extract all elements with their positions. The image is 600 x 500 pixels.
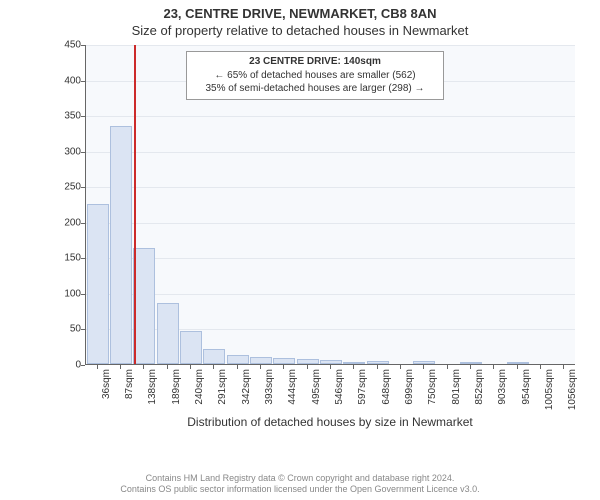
y-tick-label: 250 <box>51 182 81 193</box>
histogram-bar <box>460 362 482 364</box>
x-tick-mark <box>493 365 494 369</box>
x-tick-label: 852sqm <box>474 369 485 405</box>
x-tick-label: 699sqm <box>404 369 415 405</box>
y-tick-mark <box>81 365 85 366</box>
histogram-bar <box>203 349 225 364</box>
histogram-bar <box>227 355 249 364</box>
histogram-bar <box>343 362 365 364</box>
histogram-bar <box>180 331 202 364</box>
y-tick-label: 350 <box>51 111 81 122</box>
annotation-line-smaller: ← 65% of detached houses are smaller (56… <box>193 69 437 83</box>
y-tick-label: 150 <box>51 253 81 264</box>
y-tick-label: 200 <box>51 217 81 228</box>
histogram-bar <box>367 361 389 364</box>
histogram-bar <box>273 358 295 364</box>
footer-line2: Contains OS public sector information li… <box>0 484 600 496</box>
page-title-line2: Size of property relative to detached ho… <box>0 23 600 38</box>
plot-area: 23 CENTRE DRIVE: 140sqm← 65% of detached… <box>85 45 575 365</box>
histogram-bar <box>507 362 529 364</box>
x-tick-label: 597sqm <box>357 369 368 405</box>
x-tick-mark <box>423 365 424 369</box>
x-tick-mark <box>237 365 238 369</box>
y-tick-label: 0 <box>51 360 81 371</box>
x-tick-label: 954sqm <box>521 369 532 405</box>
x-tick-mark <box>260 365 261 369</box>
histogram-bar <box>320 360 342 364</box>
gridline <box>86 294 575 295</box>
annotation-box: 23 CENTRE DRIVE: 140sqm← 65% of detached… <box>186 51 444 100</box>
gridline <box>86 223 575 224</box>
x-tick-label: 1056sqm <box>567 369 578 410</box>
y-tick-label: 100 <box>51 288 81 299</box>
x-tick-label: 546sqm <box>334 369 345 405</box>
chart-container: Number of detached properties 0501001502… <box>55 45 575 405</box>
x-tick-mark <box>540 365 541 369</box>
x-tick-mark <box>307 365 308 369</box>
x-tick-label: 393sqm <box>264 369 275 405</box>
x-tick-label: 750sqm <box>427 369 438 405</box>
x-tick-label: 495sqm <box>311 369 322 405</box>
x-tick-label: 240sqm <box>194 369 205 405</box>
gridline <box>86 152 575 153</box>
x-tick-label: 1005sqm <box>544 369 555 410</box>
histogram-bar <box>297 359 319 364</box>
x-tick-label: 342sqm <box>241 369 252 405</box>
footer-line1: Contains HM Land Registry data © Crown c… <box>0 473 600 485</box>
histogram-bar <box>87 204 109 364</box>
gridline <box>86 45 575 46</box>
x-tick-mark <box>517 365 518 369</box>
x-tick-label: 138sqm <box>147 369 158 405</box>
x-tick-mark <box>97 365 98 369</box>
x-tick-label: 903sqm <box>497 369 508 405</box>
x-tick-label: 801sqm <box>451 369 462 405</box>
x-tick-label: 291sqm <box>217 369 228 405</box>
page-title-line1: 23, CENTRE DRIVE, NEWMARKET, CB8 8AN <box>0 6 600 21</box>
x-tick-mark <box>283 365 284 369</box>
x-axis-label: Distribution of detached houses by size … <box>85 415 575 429</box>
histogram-bar <box>110 126 132 364</box>
y-tick-label: 400 <box>51 75 81 86</box>
histogram-bar <box>133 248 155 364</box>
x-tick-mark <box>353 365 354 369</box>
y-tick-label: 450 <box>51 40 81 51</box>
annotation-line-larger: 35% of semi-detached houses are larger (… <box>193 82 437 96</box>
x-tick-label: 444sqm <box>287 369 298 405</box>
x-tick-mark <box>143 365 144 369</box>
y-tick-label: 300 <box>51 146 81 157</box>
x-tick-mark <box>120 365 121 369</box>
gridline <box>86 116 575 117</box>
x-tick-mark <box>377 365 378 369</box>
x-tick-mark <box>167 365 168 369</box>
annotation-title: 23 CENTRE DRIVE: 140sqm <box>193 55 437 69</box>
x-tick-mark <box>330 365 331 369</box>
x-tick-mark <box>213 365 214 369</box>
gridline <box>86 187 575 188</box>
x-tick-mark <box>447 365 448 369</box>
x-tick-label: 36sqm <box>101 369 112 399</box>
histogram-bar <box>157 303 179 364</box>
x-tick-label: 87sqm <box>124 369 135 399</box>
histogram-bar <box>250 357 272 364</box>
histogram-bar <box>413 361 435 364</box>
x-tick-mark <box>470 365 471 369</box>
x-tick-label: 189sqm <box>171 369 182 405</box>
x-tick-label: 648sqm <box>381 369 392 405</box>
x-tick-mark <box>400 365 401 369</box>
reference-line <box>134 45 136 364</box>
y-tick-label: 50 <box>51 324 81 335</box>
x-tick-mark <box>563 365 564 369</box>
footer-attribution: Contains HM Land Registry data © Crown c… <box>0 473 600 496</box>
gridline <box>86 258 575 259</box>
x-tick-mark <box>190 365 191 369</box>
